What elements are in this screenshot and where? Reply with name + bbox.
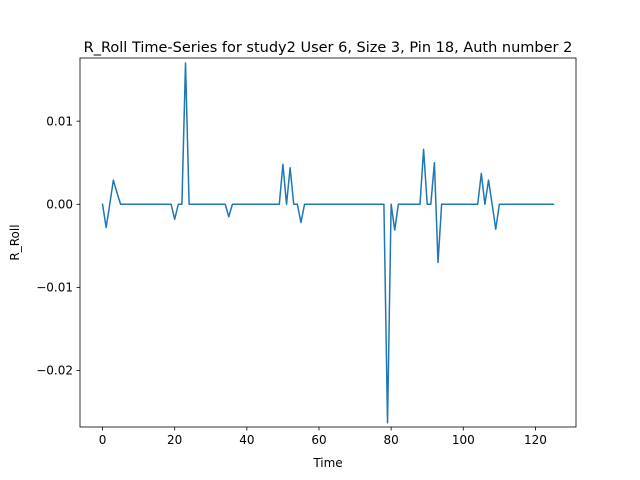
plot-area: 0 20 40 60 80 100 120 −0.02 −0.01 0.00 0.01	[36, 57, 577, 447]
x-axis-label: Time	[312, 456, 342, 470]
x-tick-label: 0	[99, 433, 107, 447]
y-tick-label: −0.01	[36, 281, 73, 295]
x-tick-label: 20	[167, 433, 182, 447]
x-tick-label: 120	[524, 433, 547, 447]
plot-frame	[79, 57, 577, 428]
x-axis-ticks: 0 20 40 60 80 100 120	[99, 427, 547, 447]
y-tick-label: −0.02	[36, 364, 73, 378]
y-axis-label: R_Roll	[8, 224, 22, 260]
x-tick-label: 40	[239, 433, 254, 447]
y-axis-ticks: −0.02 −0.01 0.00 0.01	[36, 114, 80, 378]
y-tick-label: 0.01	[46, 114, 73, 128]
series-layer	[101, 62, 555, 424]
y-tick-label: 0.00	[46, 197, 73, 211]
series-line-0	[101, 62, 555, 424]
x-tick-label: 60	[311, 433, 326, 447]
x-tick-label: 80	[383, 433, 398, 447]
x-tick-label: 100	[452, 433, 475, 447]
chart-title: R_Roll Time-Series for study2 User 6, Si…	[84, 40, 573, 56]
